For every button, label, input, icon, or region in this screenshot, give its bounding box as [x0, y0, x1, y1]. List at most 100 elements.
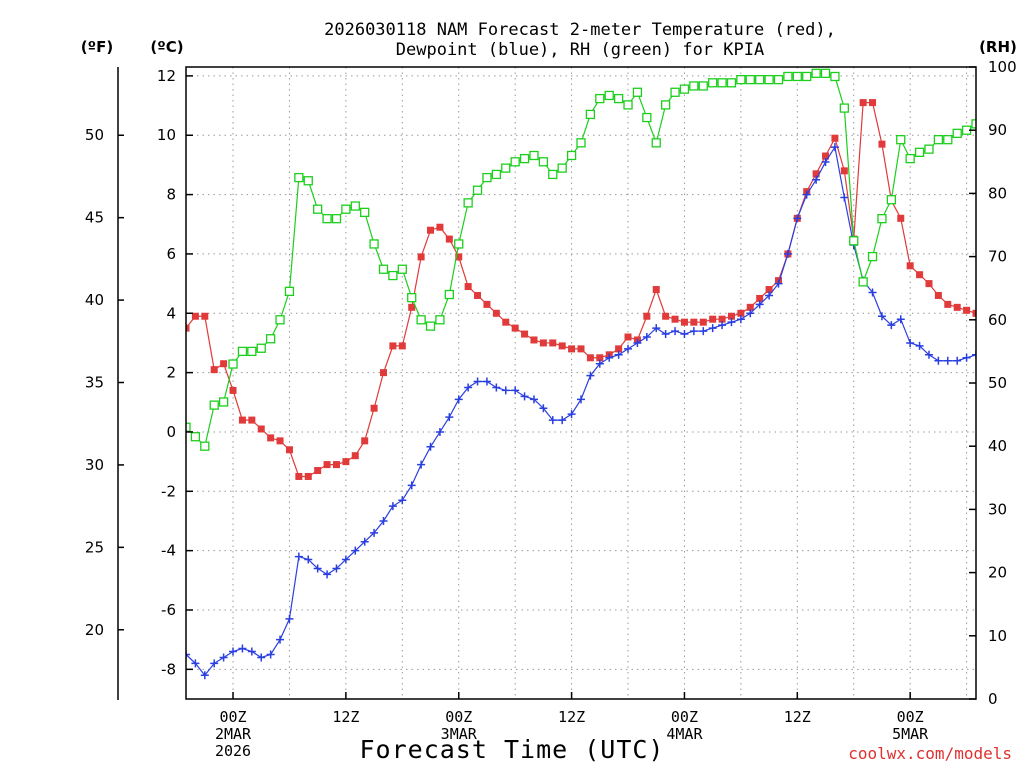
rh-point: [971, 119, 976, 129]
temperature-point: [229, 386, 237, 394]
dewpoint-point: [511, 386, 520, 395]
dewpoint-point: [595, 359, 604, 368]
fahrenheit-tick-label: 45: [85, 209, 104, 227]
temperature-point: [389, 342, 397, 350]
dewpoint-point: [247, 647, 256, 656]
temperature-point: [483, 300, 491, 308]
fahrenheit-tick-label: 25: [85, 538, 104, 556]
temperature-point: [295, 472, 303, 480]
dewpoint-point: [558, 416, 567, 425]
temperature-point: [756, 294, 764, 302]
series-group: [173, 68, 976, 680]
dewpoint-point: [727, 318, 736, 327]
temperature-point: [304, 472, 312, 480]
temperature-point: [577, 345, 585, 353]
rh-point: [510, 157, 520, 167]
rh-point: [689, 81, 699, 91]
temperature-point: [840, 167, 848, 175]
temperature-point: [257, 425, 265, 433]
dewpoint-point: [313, 564, 322, 573]
dewpoint-point: [802, 190, 811, 199]
celsius-tick-label: 10: [157, 126, 176, 144]
rh-point: [256, 343, 266, 353]
x-tick-label: 3MAR: [441, 725, 478, 743]
dewpoint-point: [464, 383, 473, 392]
rh-point: [708, 78, 718, 88]
rh-axis-unit: (RH): [979, 38, 1017, 56]
fahrenheit-tick-label: 40: [85, 291, 104, 309]
temperature-point: [718, 315, 726, 323]
rh-tick-label: 70: [988, 248, 1007, 266]
rh-tick-label: 100: [988, 58, 1017, 76]
rh-series: [186, 68, 976, 451]
x-tick-label: 12Z: [332, 708, 359, 726]
temperature-point: [285, 446, 293, 454]
rh-point: [200, 441, 210, 451]
dewpoint-point: [614, 350, 623, 359]
dewpoint-point: [323, 570, 332, 579]
x-tick-label: 12Z: [558, 708, 585, 726]
rh-point: [783, 71, 793, 82]
rh-point: [397, 264, 407, 274]
dewpoint-point: [793, 214, 802, 223]
fahrenheit-tick-label: 30: [85, 456, 104, 474]
credit-text: coolwx.com/models: [848, 744, 1012, 763]
rh-point: [247, 346, 257, 357]
rh-point: [322, 214, 332, 224]
dewpoint-point: [962, 353, 971, 362]
dewpoint-point: [774, 279, 783, 288]
rh-point: [388, 270, 398, 281]
plot-frame: [185, 66, 977, 700]
rh-point: [557, 163, 567, 173]
x-tick-label: 00Z: [445, 708, 472, 726]
temperature-point: [822, 152, 830, 160]
temperature-point: [210, 366, 218, 374]
rh-point: [858, 277, 868, 287]
dewpoint-point: [482, 377, 491, 386]
dewpoint-point: [501, 386, 510, 395]
rh-point: [877, 214, 887, 224]
rh-tick-label: 30: [988, 500, 1007, 518]
temperature-point: [737, 309, 745, 317]
dewpoint-point: [830, 143, 839, 152]
rh-point: [501, 163, 511, 173]
rh-point: [294, 172, 304, 183]
rh-point: [632, 87, 643, 97]
temperature-point: [332, 461, 340, 469]
temperature-point: [398, 342, 406, 350]
fahrenheit-tick-label: 20: [85, 621, 104, 639]
dewpoint-point: [210, 659, 219, 668]
rh-line: [186, 72, 976, 448]
dewpoint-point: [953, 356, 962, 365]
rh-point: [867, 251, 878, 262]
temperature-point: [173, 331, 180, 338]
dewpoint-point: [689, 327, 698, 336]
temperature-point: [511, 324, 519, 332]
dewpoint-line: [186, 145, 976, 677]
dewpoint-point: [577, 395, 585, 404]
dewpoint-point: [229, 647, 238, 656]
rh-point: [444, 289, 454, 300]
dewpoint-point: [426, 442, 435, 451]
temperature-point: [351, 452, 359, 460]
dewpoint-point: [294, 552, 303, 561]
rh-point: [566, 150, 577, 161]
rh-point: [764, 74, 774, 85]
fahrenheit-tick-label: 50: [85, 126, 104, 144]
rh-point: [228, 359, 238, 369]
x-axis-title: Forecast Time (UTC): [360, 735, 665, 764]
rh-point: [896, 135, 906, 145]
temperature-point: [361, 437, 369, 445]
temperature-point: [186, 324, 190, 332]
temperature-point: [690, 318, 698, 326]
dewpoint-point: [435, 427, 444, 436]
dewpoint-point: [548, 416, 557, 425]
temperature-point: [549, 339, 557, 347]
dewpoint-point: [285, 614, 294, 623]
rh-point: [604, 90, 614, 101]
x-tick-label: 2MAR: [215, 725, 252, 743]
temperature-point: [831, 134, 839, 142]
temperature-point: [586, 354, 594, 362]
temperature-point: [568, 345, 576, 353]
rh-point: [331, 214, 342, 224]
